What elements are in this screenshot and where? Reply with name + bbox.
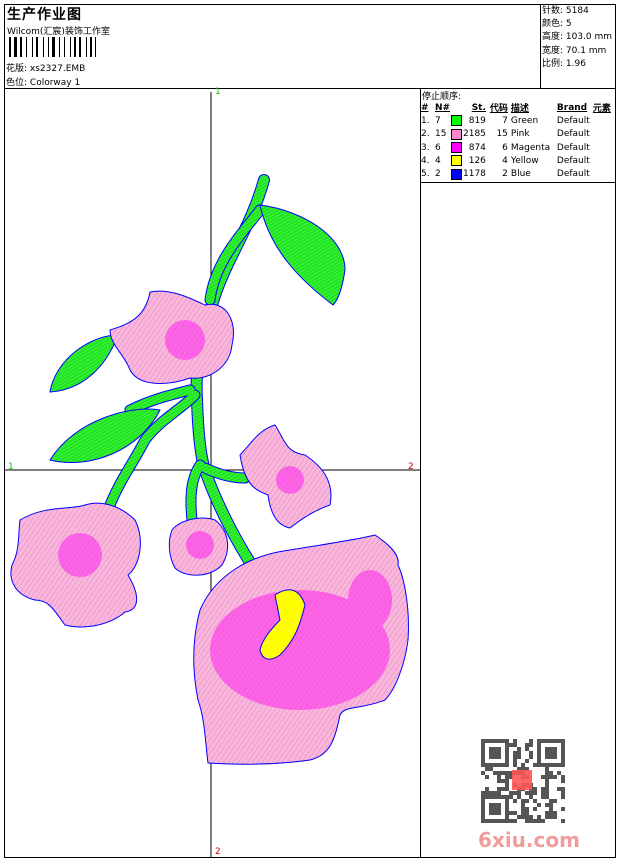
row-swatch	[451, 167, 463, 180]
marker-left: 1	[8, 462, 14, 472]
stats-panel: 针数: 5184 颜色: 5 高度: 103.0 mm 宽度: 70.1 mm …	[542, 5, 612, 71]
sheet-frame	[4, 4, 616, 858]
design-width: 宽度: 70.1 mm	[542, 45, 607, 56]
company-name: Wilcom(汇宸)装饰工作室	[7, 27, 110, 37]
panel-divider	[420, 88, 421, 858]
col-needle: N#	[435, 102, 451, 113]
row-stitches: 126	[468, 155, 486, 166]
color-swatch	[451, 142, 462, 154]
stems	[104, 174, 270, 576]
barcode	[9, 37, 131, 57]
page-title: 生产作业图	[7, 7, 82, 23]
marker-right: 2	[408, 462, 414, 472]
row-swatch	[451, 114, 463, 127]
stop-row: 3. 6 874 6 Magenta Default	[421, 141, 611, 154]
col-index: #	[421, 102, 429, 113]
row-index: 3.	[421, 142, 430, 153]
stop-row: 4. 4 126 4 Yellow Default	[421, 154, 611, 167]
row-stitches: 1178	[463, 169, 486, 180]
design-height: 高度: 103.0 mm	[542, 32, 613, 43]
color-swatch	[451, 155, 462, 167]
row-desc: Blue	[510, 169, 531, 180]
col-brand: Brand	[556, 102, 588, 113]
color-swatch	[451, 115, 462, 127]
color-count: 颜色: 5	[542, 19, 572, 30]
row-index: 1.	[421, 115, 430, 126]
row-code: 7	[502, 115, 508, 126]
row-stitches: 819	[468, 115, 486, 126]
table-divider	[420, 182, 616, 183]
stop-row: 2. 15 2185 15 Pink Default	[421, 128, 611, 141]
row-needle: 6	[435, 142, 441, 153]
colorway-label: 色位:	[6, 78, 28, 88]
stitch-count: 针数: 5184	[542, 6, 589, 16]
col-element: 元素	[592, 104, 611, 115]
row-swatch	[451, 128, 463, 141]
stop-row: 5. 2 1178 2 Blue Default	[421, 167, 611, 180]
design-value: xs2327.EMB	[29, 64, 86, 74]
row-brand: Default	[556, 129, 590, 140]
row-code: 2	[502, 169, 508, 180]
colorway-value: Colorway 1	[29, 78, 81, 88]
row-brand: Default	[556, 115, 590, 126]
col-desc: 描述	[510, 104, 529, 115]
row-desc: Magenta	[510, 142, 551, 153]
row-index: 2.	[421, 129, 430, 140]
flower-accents	[58, 320, 392, 710]
row-code: 6	[502, 142, 508, 153]
row-needle: 7	[435, 115, 441, 126]
header-divider	[4, 88, 616, 89]
row-needle: 4	[435, 155, 441, 166]
marker-top: 1	[215, 87, 221, 97]
col-stitches: St.	[471, 102, 486, 113]
row-code: 15	[496, 129, 508, 140]
seal-logo	[512, 770, 532, 790]
watermark: 6xiu.com	[478, 828, 580, 852]
row-index: 5.	[421, 169, 430, 180]
stop-sequence-title: 停止顺序:	[422, 92, 462, 102]
stats-divider	[540, 4, 541, 88]
row-needle: 2	[435, 169, 441, 180]
row-desc: Pink	[510, 129, 530, 140]
design-info: 花版: xs2327.EMB	[6, 61, 85, 74]
stop-row: 1. 7 819 7 Green Default	[421, 114, 611, 127]
stop-sequence-table: # N# St. 代码 描述 Brand 元素 1. 7 819 7 Green Defa…	[421, 101, 611, 181]
color-swatch	[451, 168, 462, 180]
row-brand: Default	[556, 142, 590, 153]
row-needle: 15	[435, 129, 447, 140]
marker-bottom: 2	[215, 847, 221, 857]
yellow-stamen	[259, 589, 306, 660]
design-label: 花版:	[6, 64, 28, 74]
row-brand: Default	[556, 169, 590, 180]
row-desc: Yellow	[510, 155, 539, 166]
color-swatch	[451, 128, 462, 140]
colorway-info: 色位: Colorway 1	[6, 75, 80, 88]
row-index: 4.	[421, 155, 430, 166]
col-code: 代码	[489, 104, 508, 115]
row-stitches: 2185	[463, 129, 486, 140]
leaves	[49, 204, 346, 464]
row-code: 4	[502, 155, 508, 166]
design-scale: 比例: 1.96	[542, 58, 586, 69]
row-swatch	[451, 154, 463, 167]
row-brand: Default	[556, 155, 590, 166]
row-stitches: 874	[468, 142, 486, 153]
row-swatch	[451, 141, 463, 154]
row-desc: Green	[510, 115, 539, 126]
